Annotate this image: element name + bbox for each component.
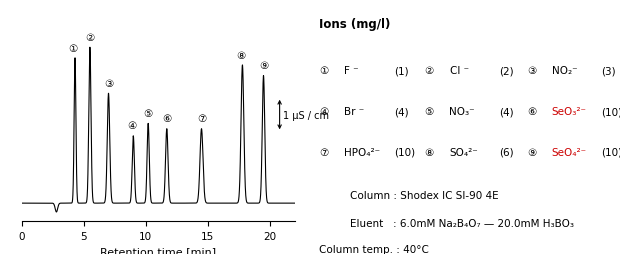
Text: NO₂⁻: NO₂⁻ (552, 66, 577, 76)
Text: ⑥: ⑥ (527, 107, 536, 117)
Text: SeO₄²⁻: SeO₄²⁻ (552, 147, 587, 157)
Text: ⑨: ⑨ (527, 147, 536, 157)
Text: ④: ④ (128, 121, 136, 131)
Text: Eluent   : 6.0mM Na₂B₄O₇ — 20.0mM H₃BO₃: Eluent : 6.0mM Na₂B₄O₇ — 20.0mM H₃BO₃ (350, 218, 574, 228)
Text: (1): (1) (394, 66, 409, 76)
Text: ⑧: ⑧ (425, 147, 434, 157)
Text: (4): (4) (499, 107, 514, 117)
Text: SO₄²⁻: SO₄²⁻ (450, 147, 478, 157)
Text: ⑤: ⑤ (425, 107, 434, 117)
Text: (10): (10) (601, 147, 620, 157)
Text: Column temp. : 40°C: Column temp. : 40°C (319, 244, 429, 254)
Text: ⑥: ⑥ (162, 114, 171, 124)
Text: (3): (3) (601, 66, 616, 76)
Text: ④: ④ (319, 107, 329, 117)
Text: ⑧: ⑧ (236, 50, 245, 60)
Text: Br ⁻: Br ⁻ (344, 107, 365, 117)
Text: (2): (2) (499, 66, 514, 76)
Text: SeO₃²⁻: SeO₃²⁻ (552, 107, 587, 117)
Text: ③: ③ (527, 66, 536, 76)
Text: (10): (10) (601, 107, 620, 117)
Text: (6): (6) (499, 147, 514, 157)
Text: ②: ② (86, 33, 94, 43)
Text: 1 μS / cm: 1 μS / cm (283, 110, 329, 120)
Text: ①: ① (69, 43, 78, 53)
Text: ⑨: ⑨ (259, 61, 268, 71)
Text: ⑦: ⑦ (197, 114, 206, 124)
Text: Column : Shodex IC SI-90 4E: Column : Shodex IC SI-90 4E (350, 190, 499, 200)
Text: ②: ② (425, 66, 434, 76)
Text: ⑤: ⑤ (144, 109, 153, 119)
Text: NO₃⁻: NO₃⁻ (450, 107, 475, 117)
Text: Ions (mg/l): Ions (mg/l) (319, 18, 391, 31)
Text: ⑦: ⑦ (319, 147, 329, 157)
Text: (4): (4) (394, 107, 409, 117)
Text: ①: ① (319, 66, 329, 76)
X-axis label: Retention time [min]: Retention time [min] (100, 246, 216, 254)
Text: ③: ③ (104, 79, 113, 89)
Text: F ⁻: F ⁻ (344, 66, 359, 76)
Text: HPO₄²⁻: HPO₄²⁻ (344, 147, 380, 157)
Text: Cl ⁻: Cl ⁻ (450, 66, 469, 76)
Text: (10): (10) (394, 147, 415, 157)
